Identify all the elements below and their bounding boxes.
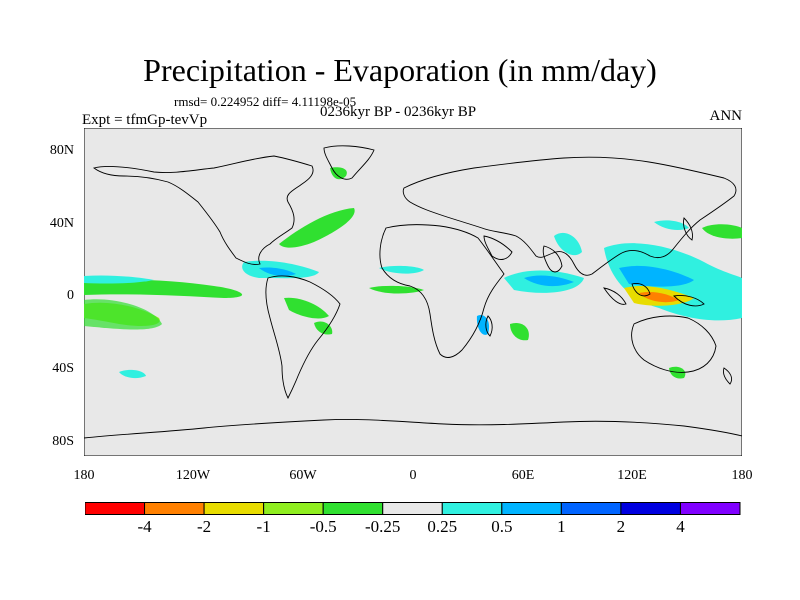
coast-borneo [631, 283, 651, 297]
colorbar-tick-label: -2 [196, 517, 212, 536]
patch-eq-atl-cyan [379, 265, 424, 274]
lon-label-180w: 180 [73, 468, 95, 483]
lat-label-40n: 40N [49, 216, 74, 231]
colorbar-box [620, 502, 681, 515]
coast-japan [683, 217, 693, 241]
lat-label-40s: 40S [52, 361, 74, 376]
lon-label-60e: 60E [511, 468, 535, 483]
colorbar-tick-label: -0.5 [309, 517, 337, 536]
patch-natl-green [279, 208, 355, 248]
patch-npac-cyan [654, 220, 689, 230]
colorbar-tick-label: 4 [676, 517, 685, 536]
patch-iow-blue [524, 275, 574, 287]
colorbar-tick-label: 0.5 [491, 517, 513, 536]
season-label: ANN [709, 108, 743, 124]
colorbar-box [203, 502, 265, 515]
colorbar-tick-label: 2 [616, 517, 626, 536]
colorbar [85, 502, 741, 515]
colorbar-tick-label: 0.25 [427, 517, 458, 536]
experiment-label: Expt = tfmGp-tevVp [82, 112, 208, 128]
patch-sa-south-green [314, 321, 333, 335]
coast-sumatra [603, 287, 627, 305]
coast-north-america [92, 155, 314, 265]
colorbar-box [85, 502, 146, 515]
colorbar-tick-label: 1 [557, 517, 566, 536]
colorbar-box [441, 502, 503, 515]
coast-arabia [483, 235, 513, 260]
colorbar-box [144, 502, 205, 515]
lon-label-60w: 60W [289, 468, 317, 483]
lon-label-120e: 120E [617, 468, 647, 483]
lon-label-120w: 120W [175, 468, 211, 483]
coast-madagascar [485, 315, 493, 337]
lon-label-180e: 180 [731, 468, 753, 483]
colorbar-tick-label: -4 [137, 517, 152, 536]
patch-io-south-green [510, 322, 529, 341]
coast-south-america [265, 275, 341, 400]
patch-pacific-green [84, 279, 243, 298]
patch-amazon-green [284, 297, 329, 319]
colorbar-tick-label: -0.25 [365, 517, 401, 536]
patch-india-cyan [554, 232, 582, 256]
patch-pacific-cyan [84, 275, 154, 284]
patch-npac-green [702, 224, 742, 239]
colorbar-box [560, 502, 622, 515]
patch-so-cyan [119, 369, 146, 379]
colorbar-box [501, 502, 562, 515]
stats-text: rmsd= 0.224952 diff= 4.11198e-05 [174, 94, 357, 109]
lon-label-0: 0 [409, 468, 417, 483]
patch-wpac-blue [619, 265, 694, 287]
colorbar-box [322, 502, 384, 515]
colorbar-box [382, 502, 443, 515]
field-patches [84, 167, 742, 379]
patch-pacific-south-green [84, 299, 162, 330]
coast-india [542, 245, 563, 273]
lat-label-80s: 80S [52, 434, 74, 449]
colorbar-box [679, 502, 741, 515]
patch-eq-atl-green [369, 285, 424, 294]
patch-arctic-green [330, 167, 347, 180]
lat-label-80n: 80N [49, 143, 74, 158]
coast-new-zealand [723, 367, 733, 385]
colorbar-box [263, 502, 324, 515]
coast-antarctica [84, 419, 742, 439]
period-label: 0236kyr BP - 0236kyr BP [320, 104, 477, 120]
coast-new-guinea [673, 295, 705, 307]
coast-greenland [323, 145, 375, 180]
coast-australia [631, 315, 717, 373]
coast-eurasia [402, 156, 737, 276]
colorbar-tick-label: -1 [256, 517, 271, 536]
world-map-plot [84, 128, 742, 456]
lat-label-eq: 0 [67, 288, 74, 303]
patch-atlantic-blue [259, 267, 296, 276]
coastlines [84, 145, 742, 439]
coast-africa [379, 224, 505, 358]
map-title: Precipitation - Evaporation (in mm/day) [143, 52, 657, 88]
